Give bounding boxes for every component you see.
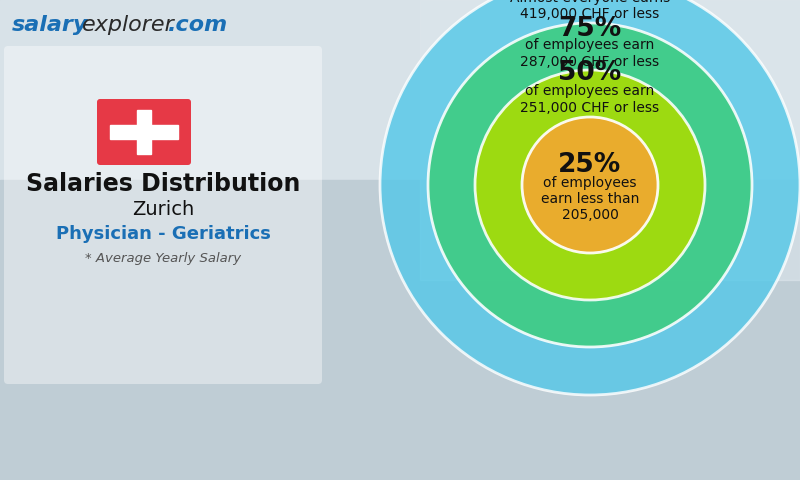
Text: 419,000 CHF or less: 419,000 CHF or less — [520, 7, 660, 21]
FancyBboxPatch shape — [97, 99, 191, 165]
Text: explorer: explorer — [82, 15, 174, 35]
Bar — [137, 110, 151, 154]
Text: 25%: 25% — [558, 152, 622, 178]
Text: 251,000 CHF or less: 251,000 CHF or less — [521, 100, 659, 115]
Bar — [420, 0, 800, 280]
Text: * Average Yearly Salary: * Average Yearly Salary — [85, 252, 241, 265]
Text: 287,000 CHF or less: 287,000 CHF or less — [521, 55, 659, 69]
Text: of employees: of employees — [543, 176, 637, 190]
Circle shape — [380, 0, 800, 395]
Text: salary: salary — [12, 15, 88, 35]
Text: 75%: 75% — [558, 15, 622, 41]
Text: of employees earn: of employees earn — [526, 38, 654, 52]
Text: of employees earn: of employees earn — [526, 84, 654, 98]
Text: Almost everyone earns: Almost everyone earns — [510, 0, 670, 5]
Text: Physician - Geriatrics: Physician - Geriatrics — [55, 225, 270, 243]
Circle shape — [522, 117, 658, 253]
Bar — [0, 0, 800, 180]
Circle shape — [428, 23, 752, 347]
Bar — [0, 180, 800, 480]
Text: 205,000: 205,000 — [562, 208, 618, 222]
Circle shape — [475, 70, 705, 300]
Text: Salaries Distribution: Salaries Distribution — [26, 172, 300, 196]
Text: .com: .com — [168, 15, 228, 35]
Text: Zurich: Zurich — [132, 200, 194, 219]
Text: 50%: 50% — [558, 60, 622, 86]
FancyBboxPatch shape — [4, 46, 322, 384]
Text: earn less than: earn less than — [541, 192, 639, 206]
Bar — [110, 125, 178, 139]
